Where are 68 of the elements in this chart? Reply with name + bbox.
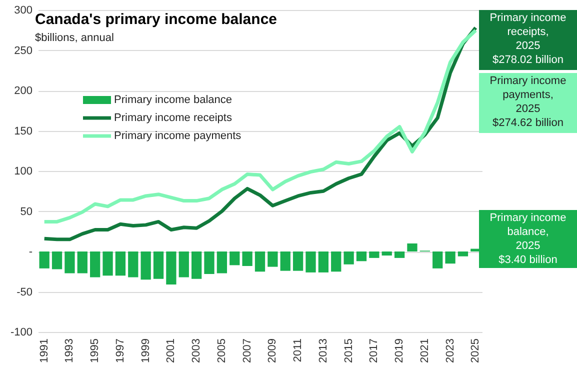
- bar: [242, 252, 252, 266]
- x-tick-label: 2011: [292, 338, 304, 362]
- bar: [77, 252, 88, 274]
- x-tick-label: 2017: [368, 338, 380, 363]
- x-tick-label: 1991: [38, 338, 50, 363]
- x-tick-label: 2025: [470, 338, 482, 363]
- bar: [191, 252, 202, 279]
- bar: [369, 252, 380, 258]
- bar: [178, 252, 189, 278]
- bar: [331, 252, 342, 272]
- y-tick-label: -100: [10, 326, 32, 338]
- bar: [394, 252, 405, 258]
- bar: [128, 252, 138, 278]
- bar: [458, 252, 468, 256]
- bar: [204, 252, 214, 274]
- y-tick-label: 150: [14, 125, 32, 138]
- bar: [382, 252, 392, 256]
- x-tick-label: 1993: [64, 338, 76, 363]
- x-tick-label: 2023: [444, 338, 456, 363]
- x-tick-label: 2019: [394, 338, 406, 363]
- y-tick-label: 50: [20, 206, 32, 218]
- legend-label: Primary income balance: [114, 94, 232, 106]
- bar: [432, 252, 443, 268]
- text: Primary income payments, 2025 $274.62 billion: [490, 75, 566, 129]
- bar: [254, 252, 266, 272]
- bar: [344, 252, 354, 264]
- text: $billions, annual: [35, 32, 114, 44]
- bar: [280, 252, 290, 271]
- bar: [115, 252, 126, 276]
- chart-title: Canada's primary income balance: [35, 11, 277, 28]
- bar: [140, 252, 151, 280]
- y-tick-label: -: [28, 246, 33, 258]
- x-tick-label: 2005: [216, 338, 228, 363]
- x-tick-label: 2013: [317, 338, 330, 363]
- x-tick-label: 1995: [89, 338, 102, 363]
- bar: [39, 252, 50, 268]
- bar: [445, 252, 456, 264]
- bar: [166, 252, 176, 285]
- bar: [318, 252, 329, 272]
- x-tick-label: 2001: [165, 338, 178, 363]
- y-tick-label: 300: [14, 4, 32, 16]
- bar: [90, 252, 100, 278]
- x-tick-label: 2003: [190, 338, 203, 363]
- bar: [230, 252, 240, 266]
- bar: [407, 243, 418, 252]
- y-tick-label: 100: [14, 166, 32, 178]
- text: Primary income balance, 2025 $3.40 billion: [490, 212, 566, 266]
- y-tick-label: 200: [14, 85, 32, 97]
- bar: [268, 252, 278, 267]
- bar: [216, 252, 228, 274]
- x-tick-label: 2007: [241, 338, 254, 363]
- x-tick-label: 2009: [266, 338, 279, 363]
- y-tick-label: -50: [16, 286, 32, 298]
- bar: [292, 252, 304, 271]
- x-tick-label: 2021: [418, 338, 431, 363]
- y-tick-label: 250: [14, 44, 32, 57]
- legend-label: Primary income payments: [114, 130, 242, 142]
- text: Primary income receipts, 2025 $278.02 billion: [490, 12, 566, 66]
- bar: [102, 252, 113, 276]
- x-tick-label: 1997: [114, 338, 126, 363]
- x-tick-label: 1999: [140, 338, 152, 363]
- bar: [64, 252, 75, 274]
- bar: [153, 252, 164, 279]
- bar: [306, 252, 316, 272]
- legend-label: Primary income receipts: [114, 112, 232, 124]
- bar: [356, 252, 367, 262]
- bar: [52, 252, 62, 270]
- x-tick-label: 2015: [342, 338, 355, 363]
